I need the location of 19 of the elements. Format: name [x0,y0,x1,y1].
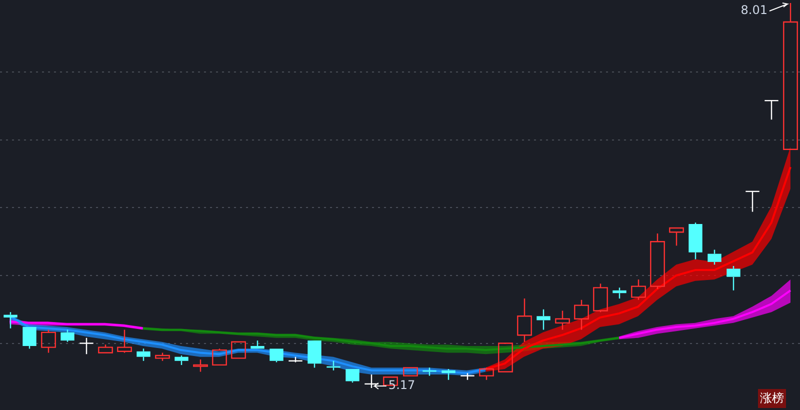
candlestick [574,299,589,330]
candlestick [745,190,760,212]
candlestick [783,2,798,150]
candlestick [193,358,208,372]
candlestick [4,311,18,329]
candlestick [555,310,570,330]
annotation: 5.17 [388,378,416,392]
candlestick [631,278,646,300]
candlestick [536,308,550,330]
candlestick [117,329,132,354]
candlestick [650,232,665,290]
candlestick [60,329,74,343]
candlestick [669,227,684,246]
candlestick [79,337,94,355]
candlestick [764,100,779,120]
text: 涨榜 [758,389,786,408]
candlestick [517,298,532,343]
annotation: 8.01 [740,3,768,18]
candlestick [726,265,740,291]
